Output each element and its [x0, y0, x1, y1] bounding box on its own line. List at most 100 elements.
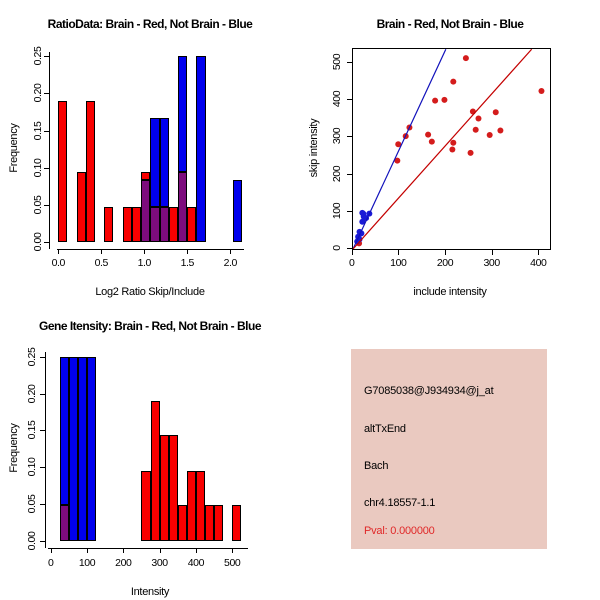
y-axis-tick-label: 0.15 [32, 121, 44, 140]
histogram-bar-red [131, 206, 142, 243]
y-axis-tick [43, 205, 49, 207]
scatter-point-red [472, 127, 479, 134]
y-axis-tick-label: 400 [331, 91, 343, 108]
x-axis-tick-label: 400 [530, 257, 547, 269]
x-axis-tick [445, 249, 446, 255]
x-axis-tick-label: 2.0 [223, 257, 238, 269]
y-axis-tick [346, 173, 352, 175]
histogram-bar-blue [59, 356, 69, 506]
y-axis-tick [43, 93, 49, 95]
chart-title: RatioData: Brain - Red, Not Brain - Blue [47, 17, 253, 31]
y-axis-tick [39, 540, 45, 542]
histogram-bar-red [85, 100, 96, 243]
x-axis-tick-label: 300 [483, 257, 500, 269]
histogram-bar-red [122, 206, 132, 243]
y-axis-tick [39, 467, 45, 469]
histogram-bar-red [159, 435, 169, 541]
y-axis-title: Frequency [8, 123, 20, 173]
info-box: G7085038@J934934@j_at altTxEnd Bach chr4… [351, 349, 547, 549]
x-axis-tick-label: 200 [436, 257, 454, 269]
histogram-bar-blue [150, 117, 160, 207]
scatter-point-red [431, 97, 438, 104]
y-axis-tick [39, 356, 45, 358]
scatter-point-red [475, 115, 482, 122]
y-axis-tick-label: 0.05 [32, 195, 44, 215]
scatter-point-red [394, 157, 401, 164]
histogram-bar-blue [233, 180, 243, 243]
panel-gene-intensity-histogram: Gene Itensity: Brain - Red, Not Brain - … [0, 300, 300, 600]
x-axis-tick [144, 248, 146, 254]
y-axis-tick-label: 0 [331, 245, 343, 252]
histogram-bar-blue [177, 56, 188, 172]
x-axis-tick [195, 547, 197, 553]
y-axis-tick-label: 0.15 [26, 420, 38, 440]
scatter-point-red [492, 109, 499, 116]
y-axis-tick [346, 136, 352, 138]
x-axis-tick-label: 400 [187, 557, 205, 569]
y-axis-tick [43, 242, 49, 244]
fit-line-blue [352, 49, 447, 250]
y-axis-tick [39, 430, 45, 432]
scatter-point-red [424, 131, 431, 138]
y-axis-tick-label: 0.25 [26, 347, 38, 367]
histogram-bar-purple [177, 171, 188, 243]
scatter-point-red [469, 108, 476, 115]
scatter-layer [352, 49, 545, 250]
y-axis-tick-label: 0.00 [32, 232, 44, 252]
x-axis-tick [58, 248, 60, 254]
y-axis-tick [346, 61, 352, 63]
y-axis-tick-label: 0.10 [32, 158, 44, 178]
histogram-bar-red [186, 470, 196, 541]
histogram-bar-red [177, 505, 187, 541]
histogram-bar-red [168, 435, 178, 541]
scatter-point-blue [359, 219, 366, 226]
histogram-bar-red [141, 171, 151, 181]
x-axis-tick [159, 547, 161, 553]
histogram-bar-red [204, 505, 215, 541]
y-axis-tick-label: 0.25 [32, 46, 44, 66]
plot-box [351, 48, 552, 251]
x-axis-tick [123, 547, 125, 553]
x-axis-tick-label: 200 [115, 557, 132, 569]
panel-intensity-scatter: Brain - Red, Not Brain - Blue skip inten… [300, 0, 600, 300]
x-axis-tick-label: 300 [151, 557, 168, 569]
y-axis-tick-label: 0.20 [32, 83, 44, 103]
y-axis-tick-label: 500 [331, 53, 343, 71]
histogram-bar-blue [68, 356, 78, 541]
histogram-bar-blue [77, 356, 87, 541]
histogram-bar-red [150, 400, 160, 541]
histogram-bar-red [76, 171, 86, 243]
y-axis-tick-label: 300 [331, 128, 343, 145]
histogram-bar-blue [196, 56, 206, 243]
x-axis-tick [398, 249, 400, 255]
scatter-point-red [441, 97, 448, 104]
y-axis-title: Frequency [8, 423, 20, 473]
x-axis-title: include intensity [413, 286, 487, 298]
histogram-bar-red [187, 206, 197, 243]
histogram-bar-blue [159, 117, 169, 207]
y-axis-tick [346, 211, 352, 213]
scatter-point-red [486, 132, 493, 139]
scatter-point-red [449, 78, 456, 85]
y-axis-tick [346, 99, 352, 101]
histogram-bar-purple [141, 180, 151, 243]
splice-event-type-text: altTxEnd [364, 423, 406, 435]
histogram-bar-purple [59, 505, 69, 541]
x-axis-tick [230, 248, 232, 254]
chart-title: Brain - Red, Not Brain - Blue [376, 17, 524, 31]
x-axis-tick [232, 547, 234, 553]
x-axis-tick-label: 0.5 [94, 257, 109, 269]
x-axis-tick [351, 249, 353, 255]
y-axis-tick [43, 130, 49, 132]
y-axis-line [48, 52, 50, 249]
panel-ratio-histogram: RatioData: Brain - Red, Not Brain - Blue… [0, 0, 300, 300]
probeset-id-text: G7085038@J934934@j_at [364, 385, 494, 397]
x-axis-tick-label: 0 [348, 257, 355, 269]
y-axis-tick-label: 0.20 [26, 384, 38, 403]
x-axis-tick-label: 1.0 [137, 257, 152, 269]
y-axis-tick [346, 248, 352, 250]
y-axis-tick-label: 200 [331, 165, 343, 182]
y-axis-line [44, 352, 46, 548]
y-axis-tick [43, 167, 49, 169]
